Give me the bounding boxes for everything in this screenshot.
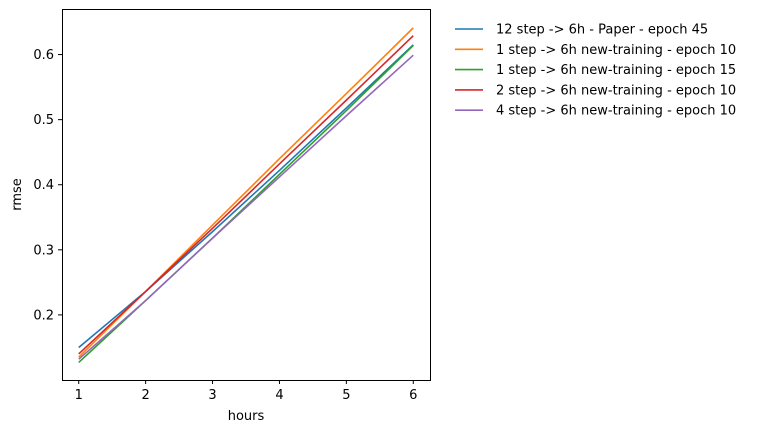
x-tick-label-1: 1 (75, 388, 83, 403)
x-tick-label-5: 5 (342, 388, 350, 403)
plot-frame (62, 9, 431, 381)
x-axis-ticks: 1 2 3 4 5 6 (75, 380, 417, 403)
y-axis-ticks: 0.2 0.3 0.4 0.5 0.6 (33, 48, 62, 323)
x-tick-label-3: 3 (208, 388, 216, 403)
plot-lines (78, 27, 414, 364)
x-axis-label: hours (228, 409, 265, 424)
legend-label-5: 4 step -> 6h new-training - epoch 10 (496, 104, 736, 119)
y-tick-label-1: 0.2 (33, 308, 54, 323)
legend: 12 step -> 6h - Paper - epoch 45 1 step -… (455, 23, 736, 119)
x-tick-label-4: 4 (275, 388, 283, 403)
y-axis-label: rmse (10, 178, 25, 211)
x-tick-label-2: 2 (141, 388, 149, 403)
legend-label-1: 12 step -> 6h - Paper - epoch 45 (496, 23, 708, 38)
y-tick-label-3: 0.4 (33, 178, 54, 193)
legend-label-3: 1 step -> 6h new-training - epoch 15 (496, 63, 736, 78)
series-line-4 (78, 35, 414, 355)
y-tick-label-4: 0.5 (33, 113, 54, 128)
legend-label-2: 1 step -> 6h new-training - epoch 10 (496, 43, 736, 58)
y-tick-label-2: 0.3 (33, 243, 54, 258)
legend-label-4: 2 step -> 6h new-training - epoch 10 (496, 83, 736, 98)
y-tick-label-5: 0.6 (33, 48, 54, 63)
series-line-5 (78, 54, 414, 360)
x-tick-label-6: 6 (409, 388, 417, 403)
